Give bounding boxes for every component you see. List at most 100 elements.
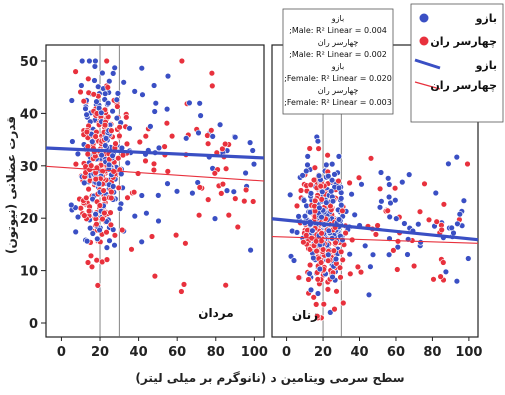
x-tick-label: 40: [350, 345, 368, 360]
point-arm: [385, 175, 392, 182]
point-thigh: [108, 127, 115, 134]
point-thigh: [310, 294, 317, 301]
point-arm: [415, 221, 422, 228]
point-thigh: [104, 84, 112, 91]
y-tick-label: 50: [20, 55, 38, 70]
point-arm: [91, 77, 98, 84]
point-thigh: [250, 198, 257, 205]
point-arm: [93, 98, 100, 105]
point-arm: [109, 70, 117, 77]
point-thigh: [136, 138, 144, 146]
point-thigh: [320, 301, 327, 308]
panel-label-women: زنان: [292, 308, 318, 322]
point-thigh: [374, 222, 381, 229]
point-thigh: [81, 212, 88, 219]
point-arm: [346, 251, 353, 258]
point-thigh: [72, 160, 80, 168]
point-arm: [406, 171, 413, 178]
point-arm: [358, 181, 365, 188]
point-thigh: [327, 202, 334, 210]
point-arm: [377, 169, 385, 176]
x-axis: 0 20 40 60 80 100 0 20 40 60 80 100: [57, 337, 482, 360]
point-arm: [399, 178, 406, 186]
point-thigh: [85, 207, 93, 215]
point-arm: [111, 64, 118, 72]
point-arm: [81, 179, 88, 187]
point-thigh: [313, 247, 320, 255]
point-thigh: [116, 123, 123, 131]
point-thigh: [88, 263, 96, 270]
point-thigh: [99, 215, 106, 223]
point-arm: [365, 291, 373, 298]
point-thigh: [295, 274, 302, 281]
point-arm: [456, 211, 463, 218]
r2-label-arm-men: بازو: [331, 14, 344, 23]
fit-line-thigh: [271, 235, 479, 244]
point-arm: [150, 82, 158, 89]
x-tick-label: 20: [91, 345, 109, 360]
point-arm: [103, 244, 111, 251]
point-arm: [138, 192, 146, 199]
point-thigh: [340, 299, 347, 307]
point-thigh: [234, 223, 242, 231]
point-thigh: [92, 133, 99, 140]
point-thigh: [219, 145, 226, 153]
point-thigh: [178, 288, 185, 295]
point-thigh: [208, 127, 215, 134]
point-arm: [315, 172, 323, 179]
point-arm: [99, 69, 106, 77]
point-arm: [250, 160, 258, 168]
point-thigh: [164, 168, 172, 175]
point-arm: [74, 150, 82, 158]
point-thigh: [307, 181, 314, 189]
point-arm: [152, 99, 160, 107]
point-arm: [173, 188, 181, 195]
point-arm: [92, 211, 99, 218]
point-thigh: [108, 194, 115, 202]
point-thigh: [313, 301, 320, 308]
point-thigh: [222, 140, 229, 148]
point-thigh: [83, 128, 91, 136]
point-thigh: [196, 184, 204, 191]
point-arm: [417, 239, 424, 246]
point-arm: [126, 125, 133, 132]
point-arm: [327, 309, 334, 316]
point-arm: [290, 257, 298, 264]
point-thigh: [311, 164, 319, 171]
x-tick-label: 80: [207, 345, 225, 360]
point-arm: [392, 197, 399, 204]
x-tick-label: 0: [57, 345, 66, 360]
point-thigh: [354, 263, 362, 271]
point-arm: [325, 172, 332, 180]
point-arm: [295, 213, 302, 220]
legend-line-label-arm: بازو: [475, 59, 497, 72]
x-tick-label: 40: [130, 345, 148, 360]
legend-label-thigh: چهارسر ران: [430, 35, 497, 48]
point-thigh: [325, 257, 332, 264]
point-arm: [91, 63, 99, 70]
y-axis: 0 10 20 30 40 50: [20, 55, 46, 332]
point-thigh: [440, 201, 448, 208]
point-arm: [186, 99, 193, 107]
point-thigh: [142, 133, 150, 140]
x-tick-label: 0: [282, 345, 291, 360]
point-arm: [385, 251, 393, 258]
point-arm: [351, 211, 358, 219]
point-thigh: [324, 286, 332, 293]
point-thigh: [108, 188, 115, 196]
legend: بازو چهارسر ران بازو چهارسر ران: [410, 3, 504, 123]
point-arm: [335, 216, 343, 223]
point-arm: [216, 121, 224, 128]
point-thigh: [204, 140, 212, 147]
point-thigh: [116, 132, 123, 140]
point-arm: [109, 107, 116, 115]
legend-line-thigh: [414, 81, 441, 90]
fit-line-arm: [271, 217, 479, 242]
point-arm: [151, 108, 158, 115]
point-arm: [95, 180, 103, 187]
point-arm: [386, 181, 393, 188]
point-arm: [310, 254, 317, 262]
point-arm: [189, 189, 196, 197]
fit-line-arm: [45, 146, 265, 160]
